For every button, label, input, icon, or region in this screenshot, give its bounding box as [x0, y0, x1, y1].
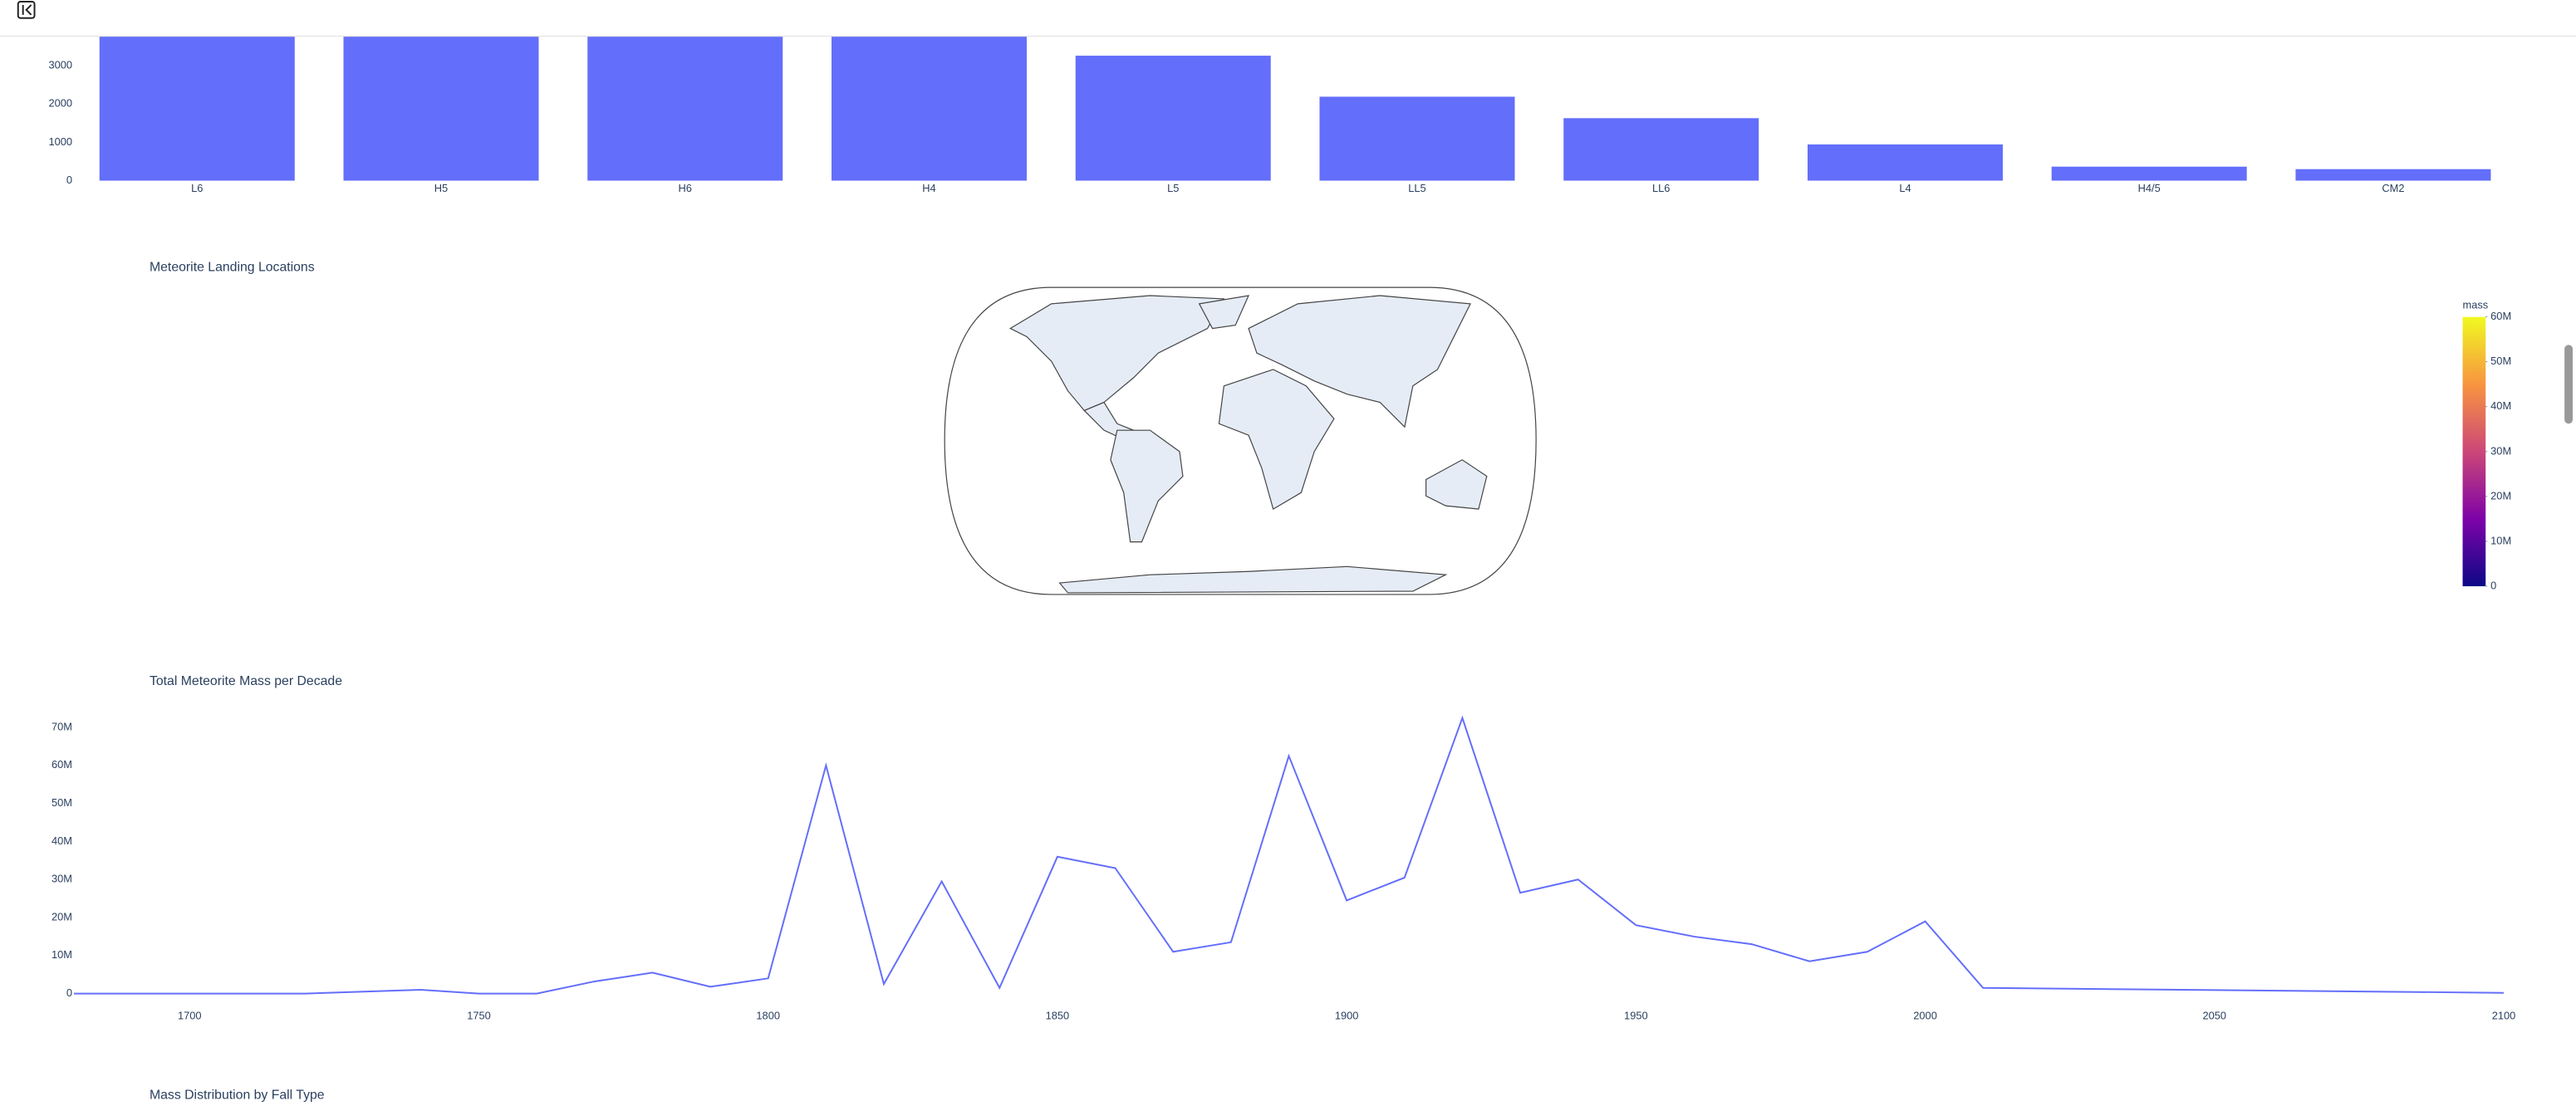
x-tick-label: 1850: [1046, 1010, 1070, 1022]
x-tick-label: 1950: [1624, 1010, 1648, 1022]
bar: [343, 36, 539, 181]
y-tick-label: 1000: [48, 135, 72, 148]
colorbar-tick-label: 0: [2490, 579, 2496, 591]
bar: [1319, 96, 1515, 181]
x-tick-label: 1800: [756, 1010, 780, 1022]
y-tick-label: 70M: [52, 720, 72, 732]
line-series: [73, 715, 2504, 995]
antarctica: [1058, 565, 1448, 594]
y-tick-label: 0: [66, 174, 72, 186]
y-tick-label: 0: [66, 986, 72, 999]
sidebar-toggle[interactable]: [17, 1, 36, 19]
x-tick-label: LL5: [1408, 182, 1425, 194]
bar: [2051, 166, 2247, 181]
toggle-icon: [22, 4, 32, 16]
colorbar-title: mass: [2463, 298, 2489, 311]
x-tick-label: 1750: [467, 1010, 491, 1022]
chart-title: Meteorite Landing Locations: [150, 261, 315, 275]
x-tick-label: L6: [191, 182, 203, 194]
bar: [587, 36, 783, 181]
x-tick-label: H5: [434, 182, 448, 194]
north-america: [1009, 295, 1225, 412]
x-tick-label: L5: [1167, 182, 1179, 194]
colorbar-tick-label: 40M: [2490, 399, 2511, 412]
x-tick-label: LL6: [1652, 182, 1670, 194]
header: [0, 0, 2576, 37]
x-tick-label: H4: [922, 182, 935, 194]
chart-title: Mass Distribution by Fall Type: [150, 1088, 325, 1102]
bar: [2295, 169, 2491, 181]
y-tick-label: 60M: [52, 758, 72, 771]
x-tick-label: H6: [679, 182, 692, 194]
x-tick-label: 2000: [1913, 1010, 1937, 1022]
bar: [1807, 144, 2003, 181]
scrollbar-thumb[interactable]: [2564, 345, 2574, 424]
colorbar-tick-label: 60M: [2490, 310, 2511, 322]
y-tick-label: 20M: [52, 910, 72, 922]
colorbar: [2462, 316, 2486, 587]
x-tick-label: H4/5: [2138, 182, 2161, 194]
bar: [831, 36, 1027, 181]
y-tick-label: 3000: [48, 58, 72, 71]
bar: [1075, 56, 1271, 181]
colorbar-tick-label: 20M: [2490, 489, 2511, 502]
y-tick-label: 10M: [52, 948, 72, 961]
x-tick-label: 2100: [2492, 1010, 2516, 1022]
x-tick-label: L4: [1899, 182, 1911, 194]
bar-plot: [99, 36, 2491, 181]
bar: [99, 36, 295, 181]
colorbar-tick-label: 10M: [2490, 534, 2511, 546]
map: [944, 286, 1537, 595]
greenland: [1198, 295, 1250, 330]
australia: [1425, 459, 1488, 510]
x-tick-label: 1900: [1335, 1010, 1359, 1022]
x-tick-label: 1700: [178, 1010, 202, 1022]
y-tick-label: 2000: [48, 97, 72, 110]
chart-title: Total Meteorite Mass per Decade: [150, 674, 342, 688]
colorbar-tick-label: 50M: [2490, 355, 2511, 367]
colorbar-tick-label: 30M: [2490, 444, 2511, 457]
south-america: [1110, 429, 1184, 543]
y-tick-label: 30M: [52, 873, 72, 885]
x-tick-label: 2050: [2202, 1010, 2226, 1022]
bar: [1563, 118, 1759, 181]
y-tick-label: 50M: [52, 796, 72, 809]
line-plot: 0 10M 20M 30M 40M 50M 60M 70M 1700 1750 1800 1850 19…: [52, 715, 2516, 1022]
eurasia: [1248, 295, 1471, 428]
africa: [1218, 369, 1335, 510]
y-tick-label: 40M: [52, 834, 72, 847]
x-tick-label: CM2: [2382, 182, 2404, 194]
